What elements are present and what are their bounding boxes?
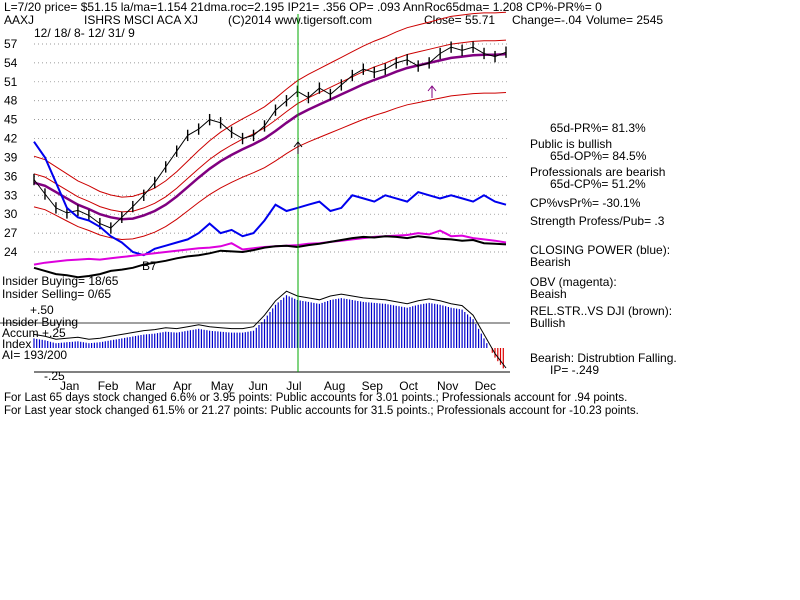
month-label: Feb	[98, 379, 119, 393]
month-label: Apr	[173, 379, 192, 393]
copyright: (C)2014 www.tigersoft.com	[228, 13, 372, 27]
ticker: AAXJ	[4, 13, 34, 27]
inner-band-line	[33, 39, 507, 213]
pr-value: 65d-PR%= 81.3%	[550, 121, 646, 135]
insider-selling: Insider Selling= 0/65	[2, 287, 111, 301]
footer-line1: For Last 65 days stock changed 6.6% or 3…	[4, 392, 627, 404]
indicator-lines	[33, 11, 507, 279]
y-tick-label: 33	[4, 188, 18, 202]
public-status: Public is bullish	[530, 137, 612, 151]
relstr-status: Bullish	[530, 316, 565, 330]
y-tick-label: 36	[4, 169, 18, 183]
cpvspr-value: CP%vsPr%= -30.1%	[530, 196, 641, 210]
y-tick-label: 45	[4, 113, 18, 127]
y-tick-label: 39	[4, 150, 18, 164]
footer-line2: For Last year stock changed 61.5% or 21.…	[4, 405, 639, 417]
month-label: Aug	[324, 379, 345, 393]
x-tick-labels: Jan Feb Mar Apr May Jun Jul Aug Sep Oct Nov Dec	[60, 379, 496, 393]
obv-status: Beaish	[530, 287, 567, 301]
ip-value: IP= -.249	[550, 363, 599, 377]
y-tick-label: 24	[4, 245, 18, 259]
plus-50-label: +.50	[30, 303, 54, 317]
obv-label: OBV (magenta):	[530, 275, 617, 289]
date-range: 12/ 18/ 8- 12/ 31/ 9	[34, 26, 135, 40]
closing-power-label: CLOSING POWER (blue):	[530, 243, 670, 257]
relstr-label: REL.STR..VS DJI (brown):	[530, 304, 672, 318]
insider-buying: Insider Buying= 18/65	[2, 274, 119, 288]
buy-arrow-jul	[293, 141, 303, 154]
accumulation-bars	[33, 290, 507, 369]
bearish-label: Bearish: Distrubtion Falling.	[530, 351, 677, 365]
month-label: Dec	[475, 379, 496, 393]
pros-status: Professionals are bearish	[530, 165, 665, 179]
ai-label: AI= 193/200	[2, 348, 67, 362]
accum-average-line	[33, 290, 507, 369]
y-tick-label: 42	[4, 132, 18, 146]
moving-average-line	[33, 52, 507, 221]
month-label: Mar	[135, 379, 156, 393]
insider-buying-2: Insider Buying	[2, 315, 78, 329]
y-tick-label: 30	[4, 207, 18, 221]
strength-value: Strength Profess/Pub= .3	[530, 214, 665, 228]
close-value: Close= 55.71	[424, 13, 495, 27]
y-tick-label: 54	[4, 56, 18, 70]
header-line1: L=7/20 price= $51.15 la/ma=1.154 21dma.r…	[4, 0, 602, 14]
buy-arrow-oct	[427, 85, 437, 98]
month-label: Nov	[437, 379, 458, 393]
month-label: Jun	[249, 379, 268, 393]
month-label: Jul	[286, 379, 301, 393]
closing-power-status: Bearish	[530, 255, 571, 269]
price-line	[33, 46, 507, 229]
y-tick-label: 51	[4, 75, 18, 89]
fund-name: ISHRS MSCI ACA XJ	[84, 13, 198, 27]
b7-label: B7	[142, 259, 157, 273]
relstr-line	[33, 235, 507, 279]
lower-band-line	[33, 92, 507, 241]
upper-band-line	[33, 11, 507, 198]
change-value: Change=-.04	[512, 13, 582, 27]
month-label: Oct	[399, 379, 418, 393]
y-tick-labels: 24 27 30 33 36 39 42 45 48 51 54 57	[4, 37, 18, 259]
month-label: May	[211, 379, 234, 393]
month-label: Sep	[362, 379, 384, 393]
volume-value: Volume= 2545	[586, 13, 663, 27]
index-label: Index	[2, 337, 31, 351]
minus-25-label: -.25	[44, 369, 65, 383]
y-tick-label: 57	[4, 37, 18, 51]
accum-label: Accum +.25	[2, 326, 66, 340]
y-tick-label: 27	[4, 226, 18, 240]
y-gridlines	[34, 43, 510, 253]
closing-power-line	[33, 141, 507, 257]
cp-value: 65d-CP%= 51.2%	[550, 177, 646, 191]
op-value: 65d-OP%= 84.5%	[550, 149, 647, 163]
y-tick-label: 48	[4, 94, 18, 108]
month-label: Jan	[60, 379, 79, 393]
